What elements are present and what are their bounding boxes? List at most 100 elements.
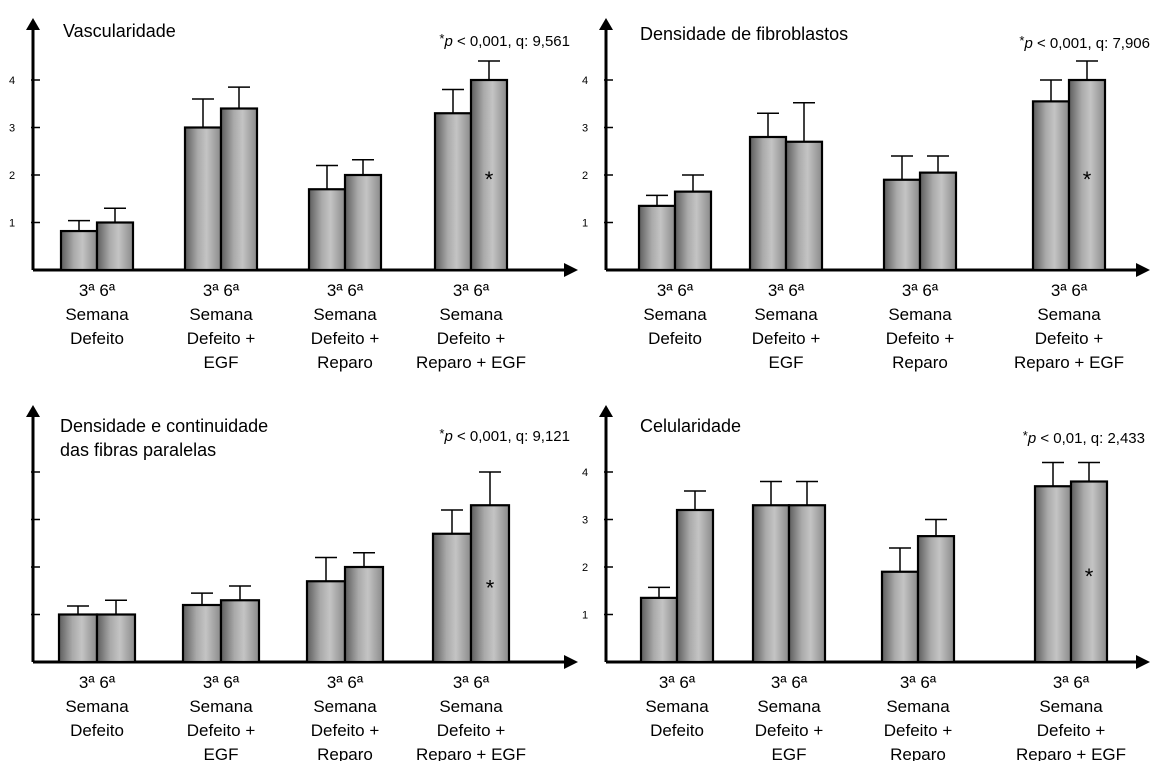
bar <box>181 603 223 664</box>
bar <box>1067 78 1107 272</box>
x-category-label: Defeito <box>70 721 124 740</box>
bar <box>918 171 958 272</box>
y-axis-arrowhead <box>599 405 613 417</box>
x-category-label: Defeito + <box>437 721 506 740</box>
x-category-label: Defeito + <box>886 329 955 348</box>
bar <box>882 178 922 272</box>
p-value-annotation: *p < 0,001, q: 7,906 <box>1019 33 1150 52</box>
x-category-label: Semana <box>189 305 253 324</box>
x-category-label: Semana <box>439 697 503 716</box>
bar <box>880 570 920 664</box>
y-axis-arrowhead <box>26 18 40 30</box>
bar <box>57 613 99 664</box>
x-week-label: 3ª 6ª <box>1051 281 1088 300</box>
x-category-label: Reparo + EGF <box>1014 353 1124 372</box>
y-tick-label: 2 <box>582 170 588 182</box>
bar <box>343 173 383 272</box>
y-tick-label: 4 <box>9 75 15 87</box>
x-week-label: 3ª 6ª <box>768 281 805 300</box>
x-week-label: 3ª 6ª <box>453 673 490 692</box>
x-week-label: 3ª 6ª <box>327 673 364 692</box>
x-category-label: Semana <box>1037 305 1101 324</box>
x-category-label: Defeito + <box>187 329 256 348</box>
x-week-label: 3ª 6ª <box>659 673 696 692</box>
bar <box>916 535 956 664</box>
x-category-label: EGF <box>772 745 807 761</box>
p-value-annotation: *p < 0,001, q: 9,561 <box>439 31 570 50</box>
x-category-label: Defeito + <box>311 329 380 348</box>
chart-panel-1: 1 2 3 4 * Vascularidade *p < 0,001, q: 9,561 3ª… <box>9 18 578 372</box>
x-category-label: Reparo + EGF <box>416 353 526 372</box>
significance-asterisk: * <box>1085 564 1094 589</box>
bar <box>1031 100 1071 272</box>
y-tick-label: 2 <box>582 562 588 574</box>
chart-title: Densidade e continuidade <box>60 416 268 436</box>
bar <box>787 504 827 664</box>
chart-title: Vascularidade <box>63 21 176 41</box>
bar <box>95 613 137 664</box>
x-axis-arrowhead <box>1136 655 1150 669</box>
x-category-label: Defeito + <box>437 329 506 348</box>
bar <box>639 596 679 664</box>
chart-title: Celularidade <box>640 416 741 436</box>
y-tick-label: 3 <box>582 515 588 527</box>
chart-panel-3: * Densidade e continuidade das fibras para… <box>26 405 578 761</box>
x-category-label: Defeito + <box>1037 721 1106 740</box>
bar <box>675 508 715 664</box>
x-category-label: Reparo + EGF <box>1016 745 1126 761</box>
x-week-label: 3ª 6ª <box>203 281 240 300</box>
chart-panel-2: 1 2 3 4 * Densidade de fibroblastos *p < 0,001… <box>582 18 1150 372</box>
x-category-label: Defeito + <box>884 721 953 740</box>
bar <box>784 140 824 272</box>
chart-title: Densidade de fibroblastos <box>640 24 848 44</box>
y-axis-arrowhead <box>599 18 613 30</box>
x-category-label: EGF <box>204 745 239 761</box>
x-week-label: 3ª 6ª <box>657 281 694 300</box>
chart-title: das fibras paralelas <box>60 440 216 460</box>
x-category-label: EGF <box>204 353 239 372</box>
x-category-label: Defeito <box>70 329 124 348</box>
y-tick-label: 1 <box>9 218 15 230</box>
bar <box>433 112 473 272</box>
bar <box>343 565 385 664</box>
x-category-label: Semana <box>189 697 253 716</box>
x-category-label: Semana <box>439 305 503 324</box>
x-category-label: Semana <box>888 305 952 324</box>
x-category-label: Defeito + <box>755 721 824 740</box>
x-category-label: Reparo + EGF <box>416 745 526 761</box>
x-category-label: Defeito <box>648 329 702 348</box>
y-axis-arrowhead <box>26 405 40 417</box>
x-week-label: 3ª 6ª <box>900 673 937 692</box>
bar <box>219 599 261 664</box>
x-category-label: Semana <box>1039 697 1103 716</box>
y-tick-label: 1 <box>582 610 588 622</box>
x-axis-arrowhead <box>564 655 578 669</box>
x-category-label: Reparo <box>317 745 373 761</box>
bar <box>183 126 223 272</box>
x-category-label: Reparo <box>317 353 373 372</box>
x-category-label: Reparo <box>890 745 946 761</box>
y-tick-label: 3 <box>9 123 15 135</box>
x-category-label: Semana <box>754 305 818 324</box>
x-category-label: Semana <box>643 305 707 324</box>
x-category-label: Reparo <box>892 353 948 372</box>
x-week-label: 3ª 6ª <box>453 281 490 300</box>
y-tick-label: 3 <box>582 123 588 135</box>
x-category-label: Defeito + <box>752 329 821 348</box>
x-week-label: 3ª 6ª <box>79 673 116 692</box>
x-week-label: 3ª 6ª <box>1053 673 1090 692</box>
x-category-label: Semana <box>313 305 377 324</box>
bar <box>59 229 99 272</box>
x-category-label: Defeito + <box>1035 329 1104 348</box>
bar <box>469 78 509 272</box>
p-value-annotation: *p < 0,001, q: 9,121 <box>439 426 570 445</box>
x-axis-arrowhead <box>1136 263 1150 277</box>
y-tick-label: 4 <box>582 467 588 479</box>
bar <box>748 135 788 272</box>
bar <box>673 190 713 272</box>
x-category-label: Semana <box>757 697 821 716</box>
x-category-label: Defeito + <box>311 721 380 740</box>
y-tick-label: 4 <box>582 75 588 87</box>
bar <box>431 532 473 664</box>
